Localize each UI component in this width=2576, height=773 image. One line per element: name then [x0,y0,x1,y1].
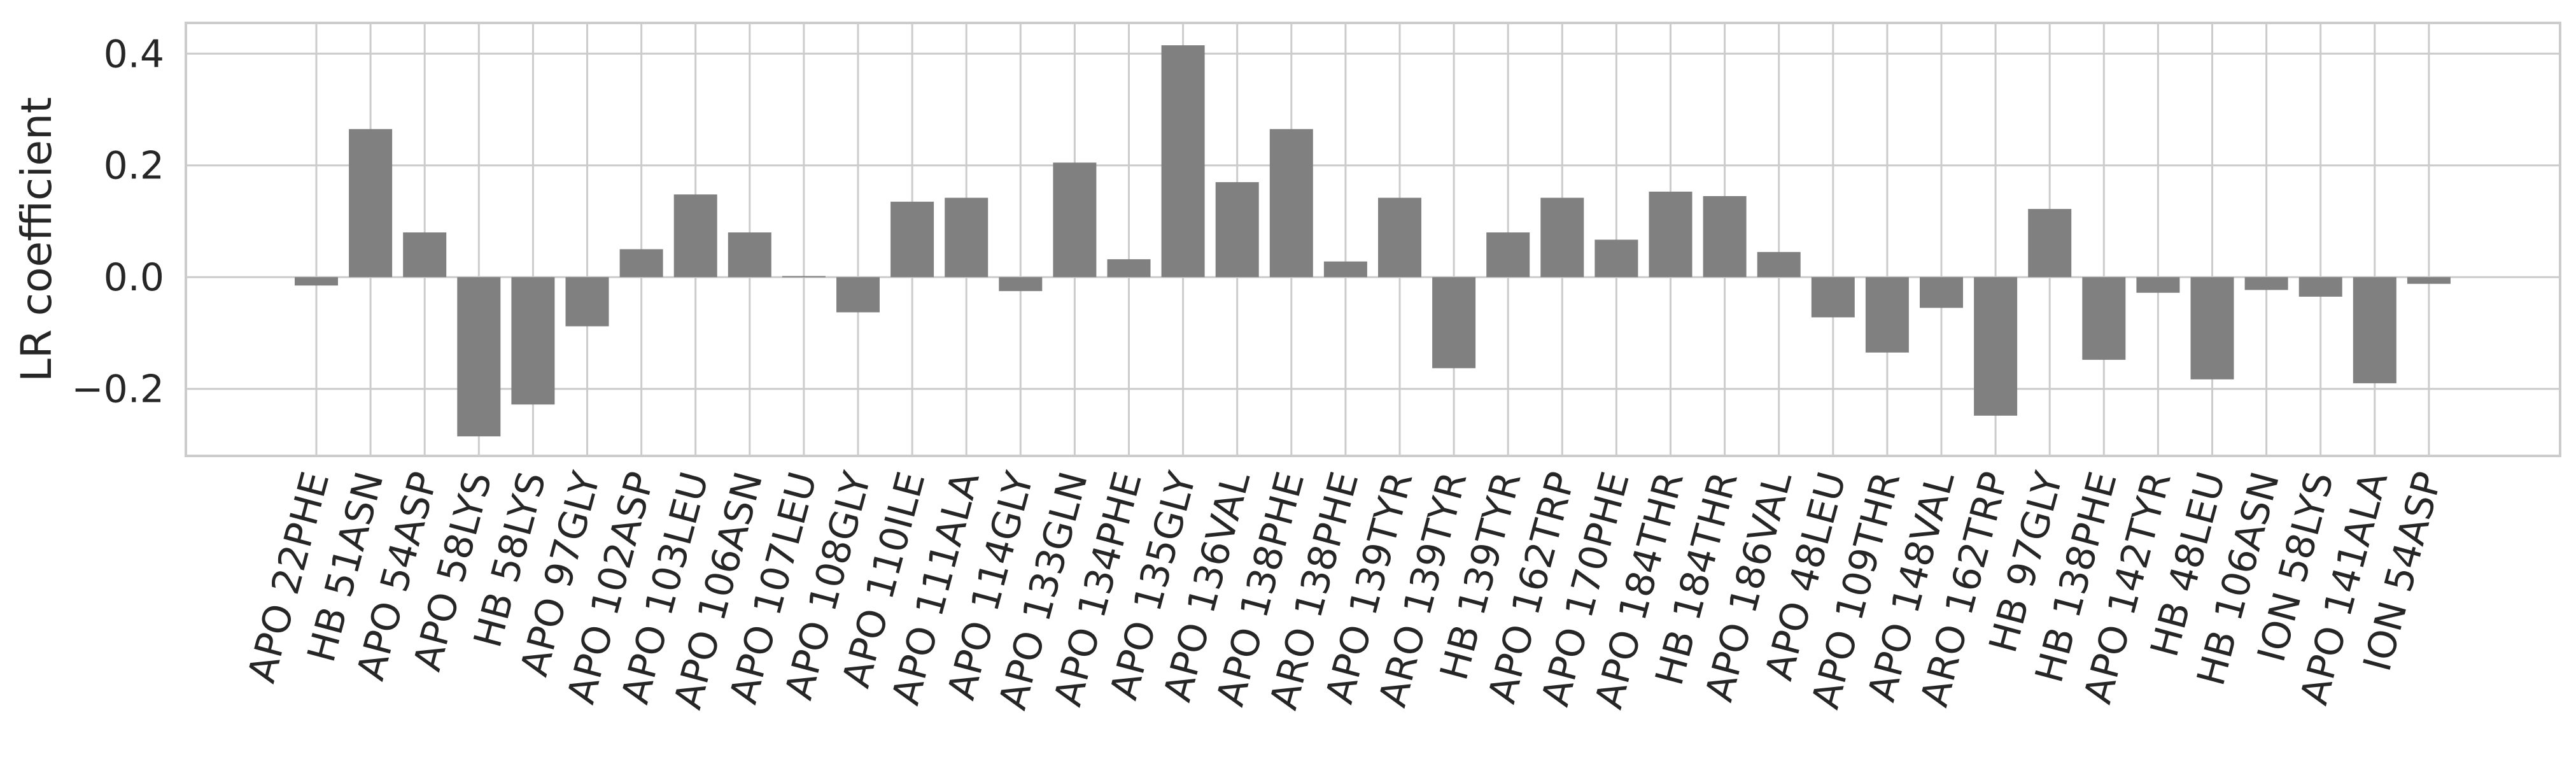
bar [1053,162,1097,278]
bar [2407,277,2451,284]
bar [403,232,447,278]
bar [2082,277,2126,360]
bar [1974,277,2018,416]
bar [1811,277,1855,318]
bar [782,276,826,278]
bar [1703,196,1747,278]
bar [1757,252,1801,278]
bar [1323,261,1367,278]
y-tick-label: 0.4 [104,32,164,76]
bar [2028,209,2072,278]
bar [1865,277,1909,353]
bar [565,277,609,327]
bar [1161,45,1205,278]
bar [2190,277,2234,379]
bar [511,277,555,405]
bar [999,277,1043,292]
bar [673,194,717,278]
y-tick-label: −0.2 [71,367,164,412]
bar [2244,277,2288,290]
bar [945,197,989,278]
bar [1649,191,1693,278]
bar [2353,277,2397,383]
bar [1540,197,1584,278]
bars [295,45,2451,437]
bar [728,232,771,278]
bar [295,277,338,286]
y-tick-label: 0.2 [104,144,164,188]
bar [1594,239,1638,278]
bar [1215,182,1259,278]
y-tick-label: 0.0 [104,255,164,300]
bar [1920,277,1963,308]
bar [1378,197,1421,278]
bar [836,277,880,313]
bar [619,249,663,278]
bar [2298,277,2342,297]
bar [349,129,393,278]
bar [1269,129,1313,278]
bar [457,277,501,437]
y-tick-labels: −0.2 0.0 0.2 0.4 [71,32,164,411]
bar [1432,277,1476,369]
plot-frame [185,22,2561,457]
bar [1486,232,1530,278]
bar [1107,259,1151,278]
y-axis-title: LR coefficient [12,97,61,382]
bar [890,201,934,278]
bar [2136,277,2180,293]
